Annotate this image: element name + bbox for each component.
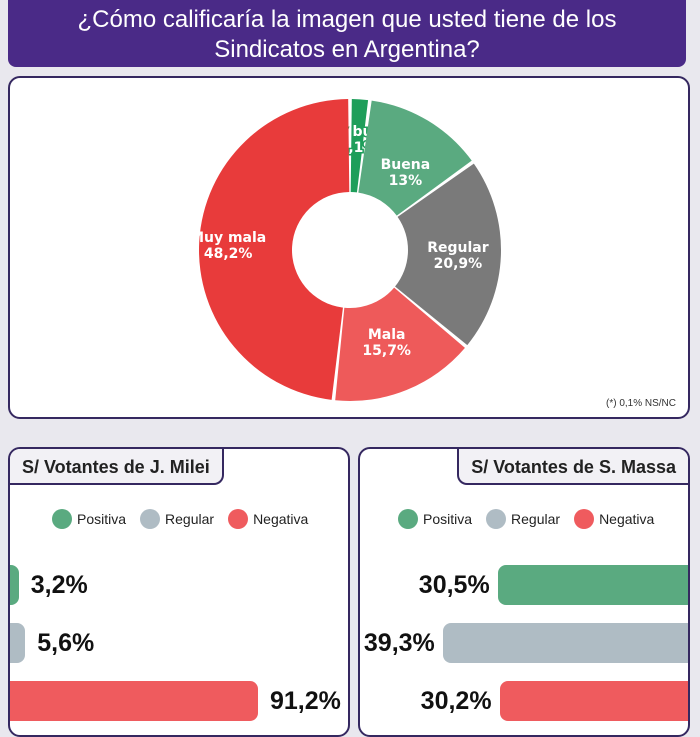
legend-dot-regular xyxy=(140,509,161,529)
legend-label-regular: Regular xyxy=(165,511,215,527)
milei-panel-title: S/ Votantes de J. Milei xyxy=(10,449,224,485)
slice-label-regular: Regular 20,9% xyxy=(427,240,489,272)
slice-buena xyxy=(358,100,472,216)
milei-legend: Positiva Regular Negativa xyxy=(52,509,322,529)
legend-item-positiva: Positiva xyxy=(398,509,472,529)
slice-label-muy-mala: Muy mala 48,2% xyxy=(190,230,266,262)
slice-muy-buena xyxy=(350,99,369,193)
legend-item-positiva: Positiva xyxy=(52,509,126,529)
title-line-2: Sindicatos en Argentina? xyxy=(214,36,480,63)
nsnc-note: (*) 0,1% NS/NC xyxy=(605,398,676,409)
legend-label-negativa: Negativa xyxy=(253,511,309,527)
bar-regular xyxy=(442,623,688,663)
bar-row-negativa: 91,2% xyxy=(10,681,348,721)
slice-mala xyxy=(335,287,465,401)
donut-chart: Muy buena 2,1%Buena 13%Regular 20,9%Mala 15,… xyxy=(190,99,501,401)
massa-legend: Positiva Regular Negativa xyxy=(398,509,668,529)
massa-panel-title: S/ Votantes de S. Massa xyxy=(457,449,688,485)
bar-value-negativa: 91,2% xyxy=(270,687,341,715)
bar-negativa xyxy=(499,681,688,721)
milei-voters-panel: S/ Votantes de J. Milei Positiva Regular N… xyxy=(8,447,350,737)
title-banner: ¿Cómo calificaría la imagen que usted ti… xyxy=(8,0,686,67)
bar-value-regular: 5,6% xyxy=(37,629,95,657)
slice-muy-mala xyxy=(199,99,350,400)
legend-label-positiva: Positiva xyxy=(423,511,473,527)
bar-row-regular: 39,3% xyxy=(360,623,688,663)
bar-positiva xyxy=(10,565,19,605)
legend-dot-positiva xyxy=(398,509,418,529)
bar-regular xyxy=(10,623,26,663)
legend-label-positiva: Positiva xyxy=(77,511,127,527)
bar-row-regular: 5,6% xyxy=(10,623,348,663)
slice-label-buena: Buena 13% xyxy=(381,157,431,189)
legend-dot-positiva xyxy=(52,509,72,529)
legend-item-regular: Regular xyxy=(140,509,214,529)
donut-chart-panel: Muy buena 2,1% Buena 13% Regular 20,9% Mala 15,… xyxy=(8,76,690,419)
legend-item-negativa: Negativa xyxy=(228,509,308,529)
bar-row-positiva: 30,5% xyxy=(360,565,688,605)
legend-dot-negativa xyxy=(574,509,595,529)
slice-label-mala: Mala 15,7% xyxy=(362,327,411,359)
legend-label-negativa: Negativa xyxy=(599,511,655,527)
massa-voters-panel: S/ Votantes de S. Massa Positiva Regular N… xyxy=(358,447,690,737)
legend-label-regular: Regular xyxy=(511,511,561,527)
bar-negativa xyxy=(10,681,258,721)
bar-row-positiva: 3,2% xyxy=(10,565,348,605)
bar-value-negativa: 30,2% xyxy=(420,687,492,715)
legend-item-regular: Regular xyxy=(486,509,560,529)
legend-dot-negativa xyxy=(228,509,249,529)
bar-value-regular: 39,3% xyxy=(363,629,435,657)
legend-item-negativa: Negativa xyxy=(574,509,654,529)
bar-value-positiva: 30,5% xyxy=(418,571,490,599)
bar-value-positiva: 3,2% xyxy=(30,571,88,599)
bar-positiva xyxy=(497,565,688,605)
legend-dot-regular xyxy=(486,509,507,529)
slice-regular xyxy=(395,163,501,346)
bar-row-negativa: 30,2% xyxy=(360,681,688,721)
title-line-1: ¿Cómo calificaría la imagen que usted ti… xyxy=(77,6,617,33)
